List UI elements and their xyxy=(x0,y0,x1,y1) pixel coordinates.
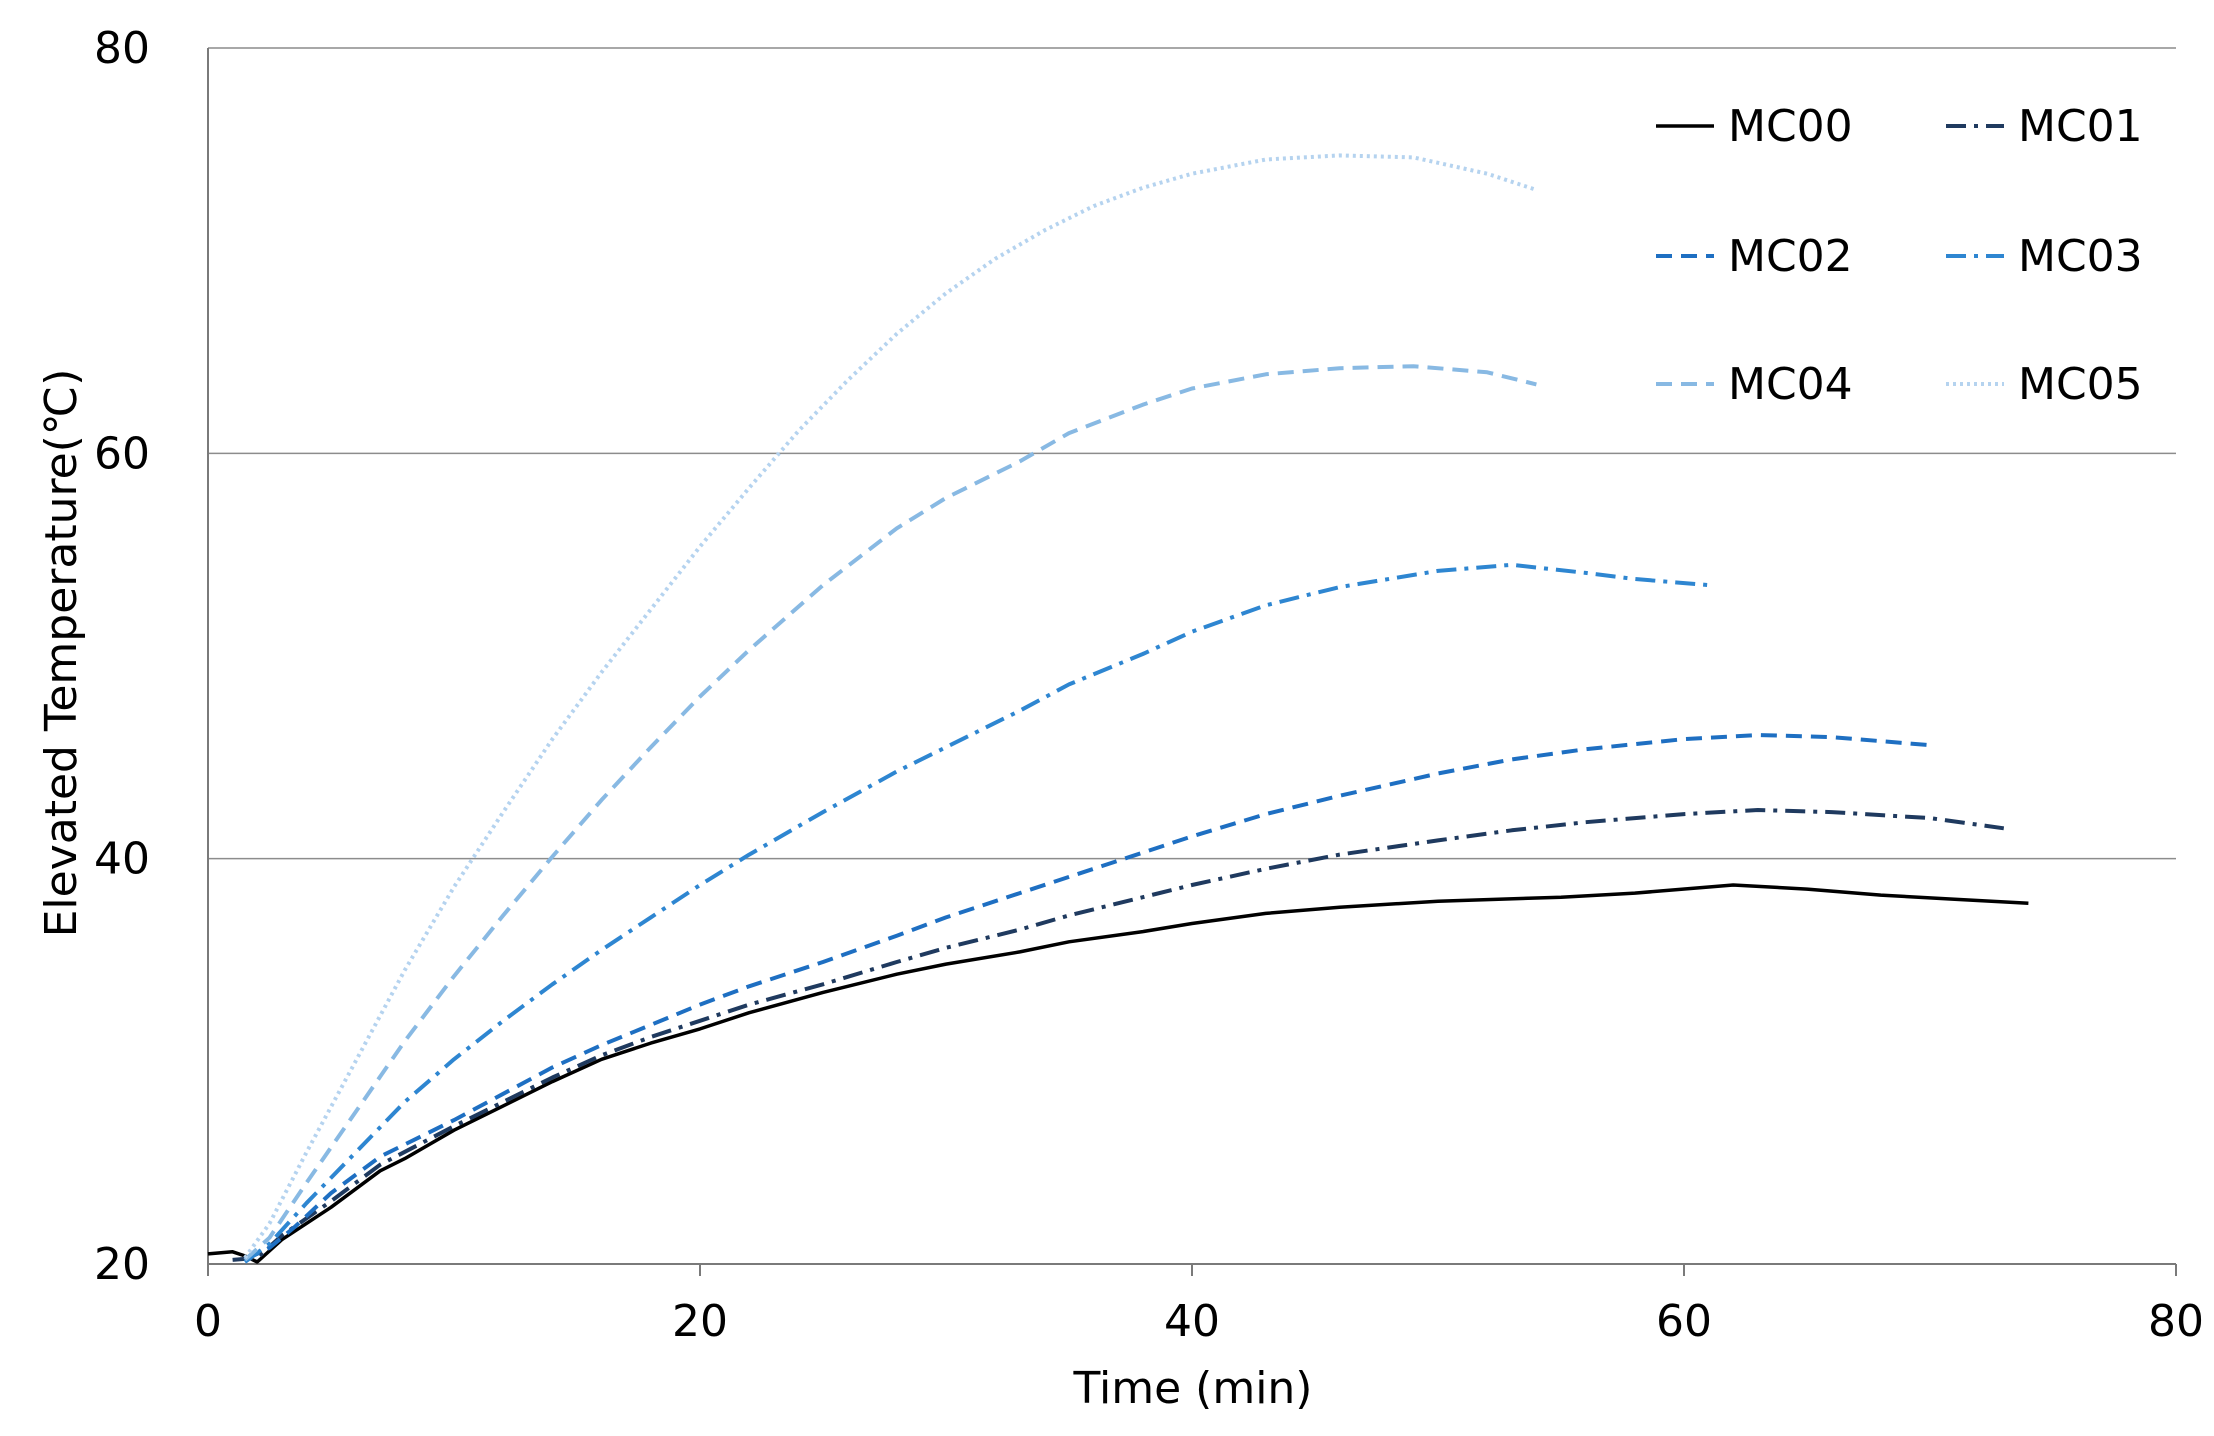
legend-item-mc03: MC03 xyxy=(1946,231,2143,282)
y-tick-label: 20 xyxy=(94,1239,150,1290)
y-tick-label: 80 xyxy=(94,23,150,74)
axes xyxy=(207,48,2177,1276)
tick-labels: 20 40 60 80 0 20 40 60 80 xyxy=(94,23,2204,1347)
legend: MC00 MC01 MC02 MC03 MC04 MC05 xyxy=(1656,101,2143,410)
y-tick-label: 40 xyxy=(94,834,150,885)
legend-item-mc05: MC05 xyxy=(1946,359,2143,410)
series-line-mc01 xyxy=(232,808,2005,1262)
legend-label: MC04 xyxy=(1728,359,1853,410)
legend-item-mc04: MC04 xyxy=(1656,359,1853,410)
x-tick-label: 80 xyxy=(2148,1296,2204,1347)
legend-label: MC05 xyxy=(2018,359,2143,410)
legend-label: MC02 xyxy=(1728,231,1853,282)
series-line-mc04 xyxy=(243,364,1537,1262)
y-axis-title: Elevated Temperature(℃) xyxy=(36,369,87,938)
legend-label: MC03 xyxy=(2018,231,2143,282)
legend-item-mc00: MC00 xyxy=(1656,101,1853,152)
x-tick-label: 20 xyxy=(672,1296,728,1347)
y-tick-label: 60 xyxy=(94,428,150,479)
x-tick-label: 60 xyxy=(1656,1296,1712,1347)
legend-label: MC01 xyxy=(2018,101,2143,152)
x-tick-label: 40 xyxy=(1164,1296,1220,1347)
legend-item-mc02: MC02 xyxy=(1656,231,1853,282)
grid-lines xyxy=(208,47,2176,860)
series-line-mc02 xyxy=(244,733,1931,1262)
series-line-mc00 xyxy=(207,883,2029,1264)
series-lines xyxy=(207,153,2029,1264)
series-line-mc03 xyxy=(243,562,1709,1264)
x-tick-label: 0 xyxy=(194,1296,222,1347)
series-line-mc05 xyxy=(243,153,1538,1260)
x-axis-title: Time (min) xyxy=(1073,1363,1313,1414)
legend-label: MC00 xyxy=(1728,101,1853,152)
legend-item-mc01: MC01 xyxy=(1946,101,2143,152)
